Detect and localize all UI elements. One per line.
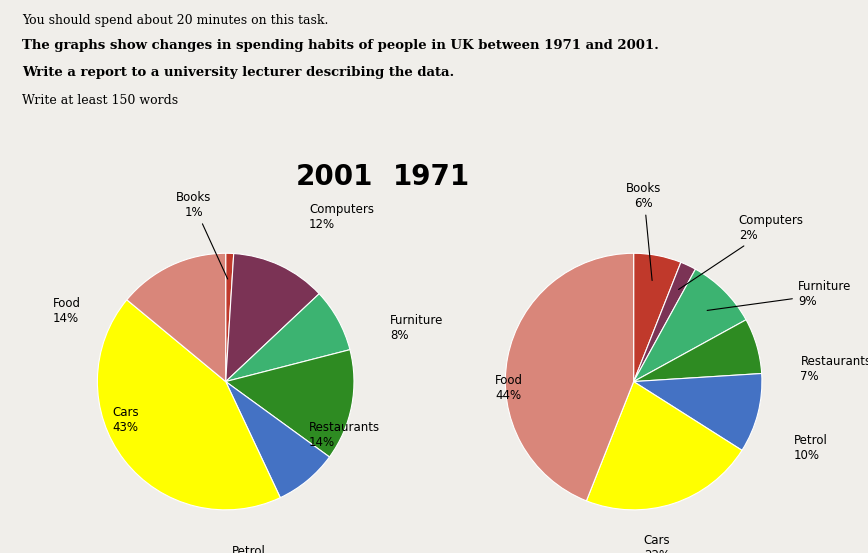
- Wedge shape: [97, 300, 280, 510]
- Wedge shape: [226, 294, 350, 382]
- Wedge shape: [226, 253, 233, 382]
- Text: Furniture
8%: Furniture 8%: [390, 314, 444, 342]
- Text: Write at least 150 words: Write at least 150 words: [22, 94, 178, 107]
- Text: Food
14%: Food 14%: [52, 297, 81, 325]
- Wedge shape: [634, 320, 762, 382]
- Text: Petrol
8%: Petrol 8%: [232, 545, 266, 553]
- Text: 2001: 2001: [296, 164, 373, 191]
- Text: Furniture
9%: Furniture 9%: [707, 280, 852, 310]
- Wedge shape: [634, 373, 762, 450]
- Text: Restaurants
14%: Restaurants 14%: [309, 421, 380, 450]
- Text: Computers
2%: Computers 2%: [679, 213, 804, 289]
- Text: Petrol
10%: Petrol 10%: [794, 434, 828, 462]
- Text: The graphs show changes in spending habits of people in UK between 1971 and 2001: The graphs show changes in spending habi…: [22, 39, 659, 52]
- Text: Cars
43%: Cars 43%: [113, 406, 140, 434]
- Wedge shape: [634, 253, 681, 382]
- Text: Write a report to a university lecturer describing the data.: Write a report to a university lecturer …: [22, 66, 454, 80]
- Wedge shape: [505, 253, 634, 501]
- Text: Books
6%: Books 6%: [626, 181, 661, 280]
- Wedge shape: [226, 382, 330, 498]
- Text: Books
1%: Books 1%: [176, 191, 227, 279]
- Wedge shape: [634, 262, 695, 382]
- Text: Food
44%: Food 44%: [495, 374, 523, 402]
- Wedge shape: [226, 253, 319, 382]
- Text: 1971: 1971: [393, 164, 470, 191]
- Wedge shape: [587, 382, 742, 510]
- Text: Computers
12%: Computers 12%: [309, 204, 374, 231]
- Wedge shape: [634, 269, 746, 382]
- Text: You should spend about 20 minutes on this task.: You should spend about 20 minutes on thi…: [22, 14, 328, 27]
- Text: Restaurants
7%: Restaurants 7%: [800, 354, 868, 383]
- Wedge shape: [127, 253, 226, 382]
- Text: Cars
22%: Cars 22%: [643, 534, 670, 553]
- Wedge shape: [226, 349, 354, 457]
